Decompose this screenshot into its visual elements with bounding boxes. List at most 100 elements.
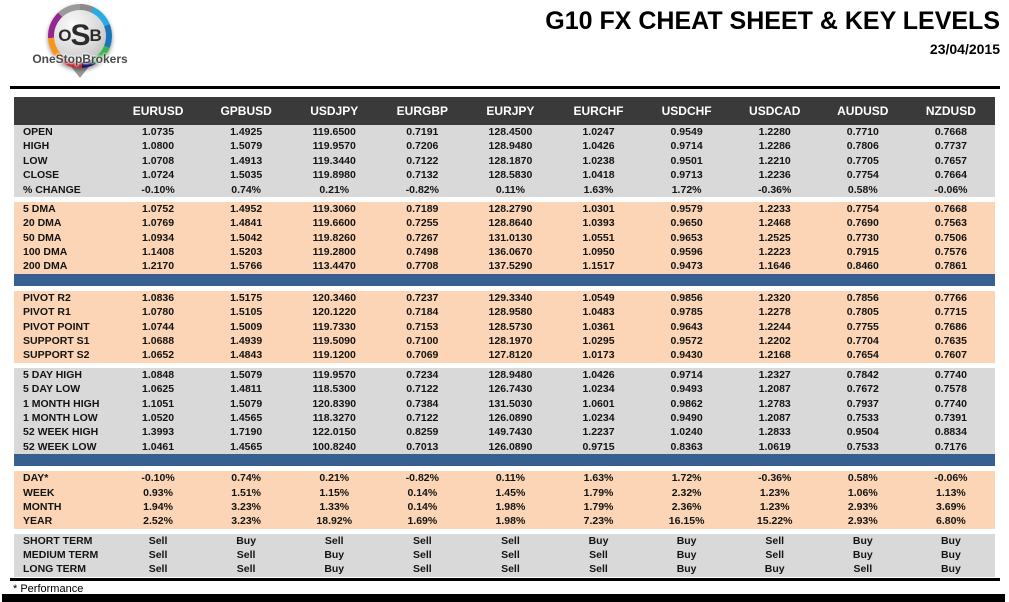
table-row: MEDIUM TERM Sell Sell Buy Sell Sell Sell Buy Sel… (14, 548, 995, 562)
table-cell: 1.2087 (758, 383, 791, 396)
table-cell: 1.0520 (141, 411, 175, 424)
section-gap (14, 196, 995, 202)
table-cell: 119.3440 (312, 154, 356, 167)
table-cell: 1.5079 (230, 140, 263, 153)
table-cell: 1.2286 (758, 140, 791, 153)
table-cell: 0.7737 (934, 140, 967, 153)
table-cell: Sell (412, 549, 432, 562)
table-row: CLOSE 1.0724 1.5035 119.8980 0.7132 128.5830 1… (14, 168, 995, 182)
table-cell: 0.7654 (846, 349, 879, 362)
table-cell: 2.36% (671, 500, 702, 513)
table-cell: 128.1970 (488, 335, 533, 348)
row-label: 1 MONTH LOW (23, 411, 98, 424)
table-cell: 1.0744 (141, 320, 175, 333)
table-cell: 119.6500 (312, 125, 356, 138)
table-cell: 0.8834 (934, 426, 967, 439)
table-cell: 1.0240 (670, 426, 703, 439)
table-cell: 3.23% (231, 515, 262, 528)
table-cell: 0.7013 (406, 440, 439, 453)
table-cell: 1.2233 (758, 202, 791, 215)
table-cell: 0.58% (847, 183, 878, 196)
table-cell: 1.4843 (230, 349, 263, 362)
table-cell: 0.7506 (934, 231, 967, 244)
table-row: 5 DMA 1.0752 1.4952 119.3060 0.7189 128.2790 1… (14, 202, 995, 216)
table-cell: 129.3340 (488, 291, 533, 304)
table-cell: 1.5175 (230, 291, 263, 304)
table-row: 20 DMA 1.0769 1.4841 119.6600 0.7255 128.8640… (14, 216, 995, 230)
table-cell: 119.6600 (312, 217, 356, 230)
table-cell: 1.0619 (758, 440, 791, 453)
table-cell: 0.9643 (670, 320, 703, 333)
table-cell: 1.51% (231, 486, 262, 499)
table-cell: 1.0301 (582, 202, 615, 215)
table-cell: Buy (676, 549, 697, 562)
table-cell: 0.9862 (670, 397, 703, 410)
table-row: PIVOT POINT 1.0744 1.5009 119.7330 0.7153 128… (14, 320, 995, 334)
table-cell: Buy (236, 534, 257, 547)
table-cell: 18.92% (316, 515, 353, 528)
table-cell: 1.2783 (758, 397, 791, 410)
table-cell: 0.7755 (846, 320, 879, 333)
table-cell: 1.2236 (758, 169, 791, 182)
table-cell: 1.5766 (230, 260, 263, 273)
table-cell: 1.0393 (582, 217, 615, 230)
table-cell: 2.32% (671, 486, 702, 499)
table-cell: 0.74% (231, 472, 262, 485)
table-cell: 100.8240 (312, 440, 357, 453)
table-cell: 0.7189 (406, 202, 439, 215)
row-label: SUPPORT S2 (23, 349, 90, 362)
table-cell: 1.2244 (758, 320, 791, 333)
table-cell: 1.5079 (230, 368, 263, 381)
table-cell: 1.5079 (230, 397, 263, 410)
table-cell: 1.5009 (230, 320, 263, 333)
table-cell: 7.23% (583, 515, 614, 528)
blue-divider-bar (14, 454, 995, 467)
table-cell: 0.7206 (406, 140, 439, 153)
table-row: DAY* -0.10% 0.74% 0.21% -0.82% 0.11% 1.63% 1.72… (14, 471, 995, 485)
table-row: HIGH 1.0800 1.5079 119.9570 0.7206 128.9480 1.… (14, 139, 995, 153)
row-label: 100 DMA (23, 246, 68, 259)
table-cell: 128.2790 (488, 202, 533, 215)
table-cell: 1.23% (759, 486, 790, 499)
table-cell: 0.7915 (846, 246, 879, 259)
table-cell: 118.3270 (312, 411, 356, 424)
table-cell: Sell (501, 549, 520, 562)
table-cell: 0.7267 (406, 231, 439, 244)
table-cell: 0.9473 (670, 260, 703, 273)
table-row: 5 DAY LOW 1.0625 1.4811 118.5300 0.7122 126.7… (14, 382, 995, 396)
table-cell: Sell (589, 563, 608, 576)
table-cell: 0.7705 (846, 154, 879, 167)
table-cell: 1.0652 (141, 349, 175, 362)
table-cell: 0.7498 (406, 246, 439, 259)
table-cell: Sell (853, 563, 873, 576)
column-header-eurusd: EURUSD (132, 104, 184, 118)
row-label: 5 DAY HIGH (23, 368, 82, 381)
row-label: % CHANGE (23, 183, 81, 196)
row-label: HIGH (23, 140, 50, 153)
table-cell: 0.21% (319, 472, 350, 485)
table-cell: 1.0735 (141, 125, 175, 138)
fx-table-body: OPEN 1.0735 1.4925 119.6500 0.7191 128.4500 1.… (14, 125, 995, 577)
footer-divider-line (10, 578, 1000, 581)
table-cell: 1.0551 (582, 231, 615, 244)
row-label: 1 MONTH HIGH (23, 397, 100, 410)
table-cell: Buy (764, 563, 785, 576)
table-row: 52 WEEK HIGH 1.3993 1.7190 122.0150 0.8259 14… (14, 425, 995, 439)
column-header-eurjpy: EURJPY (486, 104, 535, 118)
fx-cheat-sheet-table: EURUSD GPBUSD USDJPY EURGBP EURJPY EURCHF USDC… (14, 97, 995, 577)
table-cell: 122.0150 (312, 426, 357, 439)
table-cell: 0.7937 (846, 397, 879, 410)
table-cell: 1.0780 (141, 306, 175, 319)
table-cell: 1.2223 (758, 246, 791, 259)
table-cell: 0.8460 (846, 260, 879, 273)
row-label: PIVOT POINT (23, 320, 90, 333)
row-label: CLOSE (23, 169, 60, 182)
table-cell: 0.7690 (846, 217, 879, 230)
table-cell: 0.7153 (406, 320, 439, 333)
table-cell: 0.7754 (846, 202, 879, 215)
table-cell: 119.9570 (312, 140, 356, 153)
table-cell: 1.2168 (758, 349, 791, 362)
column-header-eurgbp: EURGBP (396, 104, 448, 118)
